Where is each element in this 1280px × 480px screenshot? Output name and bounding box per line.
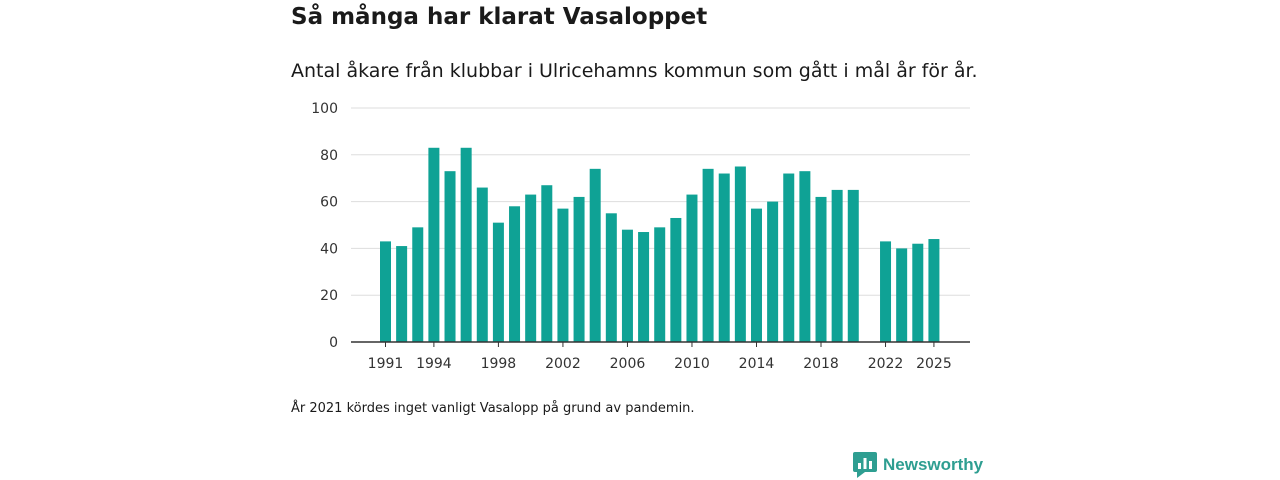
bar-2004 [589, 168, 601, 342]
bar-2017 [799, 171, 811, 342]
y-tick-label-80: 80 [320, 148, 338, 164]
x-tick-label-1998: 1998 [481, 356, 517, 372]
bar-2007 [638, 232, 650, 342]
y-tick-label-0: 0 [329, 335, 338, 351]
bar-2014 [750, 208, 762, 342]
x-tick-label-1991: 1991 [368, 356, 404, 372]
bar-2001 [541, 185, 553, 342]
brand-name: Newsworthy [883, 455, 984, 474]
bar-chart: 0 20 40 60 80 100 1991 1994 1998 2002 2006 2010 2014… [311, 101, 970, 372]
bar-1996 [460, 147, 472, 342]
bar-1997 [476, 187, 488, 342]
bar-1999 [509, 206, 521, 342]
bar-2006 [621, 229, 633, 342]
bar-2013 [734, 166, 746, 342]
bar-2025 [928, 239, 940, 342]
footnote: År 2021 kördes inget vanligt Vasalopp på… [291, 401, 695, 416]
newsworthy-logo-icon [853, 452, 877, 478]
bar-2005 [605, 213, 617, 342]
bar-2010 [686, 194, 698, 342]
y-tick-label-20: 20 [320, 288, 338, 304]
bar-2002 [557, 208, 569, 342]
x-tick-label-1994: 1994 [416, 356, 452, 372]
chart-subtitle: Antal åkare från klubbar i Ulricehamns k… [291, 60, 978, 82]
y-tick-label-40: 40 [320, 241, 338, 257]
y-tick-label-100: 100 [311, 101, 338, 117]
bar-1991 [380, 241, 391, 342]
bar-1998 [492, 222, 504, 342]
bar-1993 [412, 227, 424, 342]
x-tick-label-2018: 2018 [803, 356, 839, 372]
x-tick-label-2022: 2022 [868, 356, 904, 372]
bar-1995 [444, 171, 456, 342]
bar-2015 [767, 201, 779, 342]
bar-2012 [718, 173, 730, 342]
y-tick-label-60: 60 [320, 195, 338, 211]
chart-title: Så många har klarat Vasaloppet [291, 4, 708, 30]
bar-1994 [428, 147, 440, 342]
bar-2024 [912, 243, 924, 342]
bar-2019 [831, 189, 843, 342]
bar-2023 [896, 248, 908, 342]
bar-2020 [847, 189, 859, 342]
bar-2011 [702, 168, 714, 342]
brand-logo[interactable]: Newsworthy [853, 452, 983, 478]
bar-2000 [525, 194, 537, 342]
axes: 0 20 40 60 80 100 1991 1994 1998 2002 2006 2010 2014… [311, 101, 970, 372]
bar-2009 [670, 217, 682, 342]
x-tick-label-2002: 2002 [545, 356, 581, 372]
bar-1992 [396, 246, 408, 342]
bar-2022 [880, 241, 892, 342]
bar-2003 [573, 196, 585, 342]
x-tick-label-2006: 2006 [610, 356, 646, 372]
bar-2008 [654, 227, 666, 342]
bar-2016 [783, 173, 795, 342]
bars [380, 147, 940, 342]
x-tick-label-2025: 2025 [916, 356, 952, 372]
x-tick-label-2014: 2014 [739, 356, 775, 372]
bar-2018 [815, 196, 827, 342]
x-tick-label-2010: 2010 [674, 356, 710, 372]
